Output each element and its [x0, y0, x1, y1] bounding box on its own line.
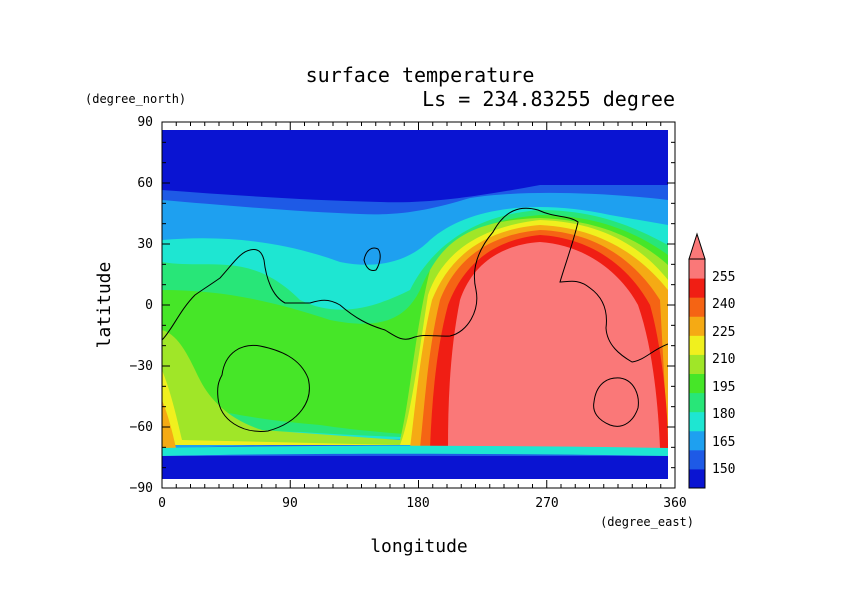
colorbar-labels: 255 240 225 210 195 180 165 150 [712, 270, 735, 477]
x-axis-label: longitude [370, 536, 468, 557]
x-tick-0: 0 [158, 496, 166, 511]
colorbar-swatch [689, 297, 705, 317]
colorbar-swatch [689, 373, 705, 394]
x-tick-90: 90 [282, 496, 298, 511]
chart-title: surface temperature [306, 63, 535, 87]
y-axis-label: latitude [94, 262, 115, 349]
y-unit-label: (degree_north) [85, 92, 186, 106]
crater-contour-small [593, 377, 639, 427]
contour-lines [162, 207, 668, 432]
colorbar-swatch [689, 430, 705, 451]
colorbar-swatch [689, 316, 705, 336]
y-tick-m90: −90 [130, 481, 153, 496]
field-south-cap-edge [162, 445, 668, 456]
x-tick-270: 270 [535, 496, 558, 511]
cbar-label-165: 165 [712, 435, 735, 450]
colorbar-frame [688, 258, 706, 489]
y-tick-m60: −60 [130, 420, 153, 435]
cbar-label-255: 255 [712, 270, 735, 285]
colorbar-swatch [689, 468, 705, 489]
colorbar-swatches [689, 259, 705, 489]
coastline-contour [162, 207, 668, 363]
colorbar-swatch [689, 335, 705, 355]
x-tick-180: 180 [406, 496, 429, 511]
cbar-label-180: 180 [712, 407, 735, 422]
x-tick-labels: 0 90 180 270 360 [158, 496, 687, 511]
heatmap-field [162, 130, 668, 479]
cbar-label-240: 240 [712, 297, 735, 312]
field-north-cap [162, 130, 668, 185]
y-tick-labels: 90 60 30 0 −30 −60 −90 [130, 115, 153, 496]
field-south-cap [162, 456, 668, 479]
y-tick-0: 0 [145, 298, 153, 313]
field-hot-max [448, 242, 660, 448]
cbar-label-195: 195 [712, 380, 735, 395]
colorbar-swatch [689, 259, 705, 279]
colorbar-swatch [689, 354, 705, 374]
colorbar-extend-arrow [688, 232, 706, 260]
cbar-label-150: 150 [712, 462, 735, 477]
cbar-label-225: 225 [712, 325, 735, 340]
colorbar-swatch [689, 278, 705, 298]
x-unit-label: (degree_east) [600, 515, 694, 529]
y-tick-90: 90 [137, 115, 153, 130]
y-tick-30: 30 [137, 237, 153, 252]
colorbar-swatch [689, 449, 705, 470]
crater-contour-large [217, 344, 310, 432]
island-contour [363, 247, 381, 271]
y-tick-60: 60 [137, 176, 153, 191]
chart-subtitle: Ls = 234.83255 degree [422, 87, 675, 111]
axis-ticks [161, 121, 676, 489]
colorbar-swatch [689, 411, 705, 432]
y-tick-m30: −30 [130, 359, 153, 374]
cbar-label-210: 210 [712, 352, 735, 367]
colorbar: 255 240 225 210 195 180 165 150 [688, 232, 735, 489]
colorbar-swatch [689, 392, 705, 413]
x-tick-360: 360 [663, 496, 686, 511]
